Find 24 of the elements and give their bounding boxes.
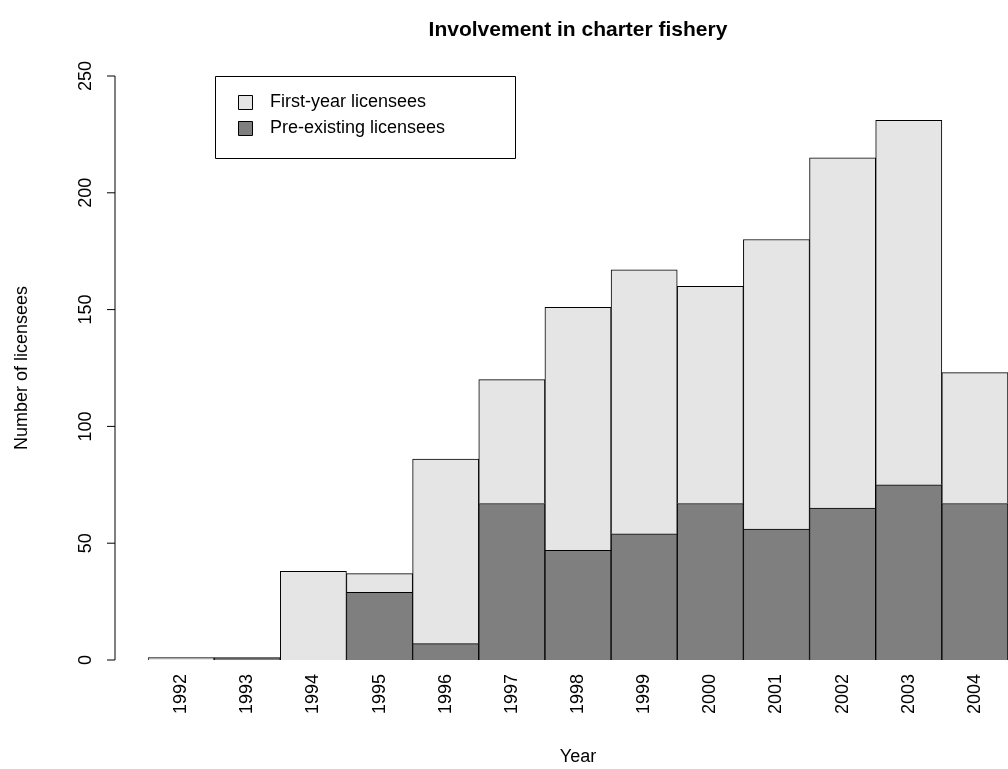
x-tick-label: 1993 (236, 674, 257, 715)
y-tick-label: 200 (74, 177, 95, 208)
x-tick-label: 2003 (897, 674, 918, 715)
y-axis-title: Number of licensees (10, 285, 31, 451)
x-tick-label: 1992 (170, 674, 191, 715)
x-tick-label: 2001 (765, 674, 786, 715)
x-tick-label: 1996 (434, 674, 455, 715)
legend-label: Pre-existing licensees (270, 116, 446, 137)
y-tick-label: 0 (74, 654, 95, 666)
x-tick-label: 1998 (566, 674, 587, 715)
x-tick-label: 2000 (699, 674, 720, 715)
x-tick-label: 1997 (500, 674, 521, 715)
x-tick-label: 1994 (302, 674, 323, 715)
x-tick-label: 2004 (963, 674, 984, 715)
y-tick-label: 100 (74, 411, 95, 442)
y-tick-label: 150 (74, 294, 95, 325)
x-tick-label: 1999 (633, 674, 654, 715)
y-tick-label: 250 (74, 60, 95, 92)
x-axis-title: Year (559, 745, 597, 766)
x-tick-label: 2002 (831, 674, 852, 715)
legend-label: First-year licensees (270, 90, 427, 111)
x-tick-label: 1995 (368, 674, 389, 715)
y-tick-label: 50 (74, 533, 95, 554)
chart-title: Involvement in charter fishery (428, 16, 728, 40)
